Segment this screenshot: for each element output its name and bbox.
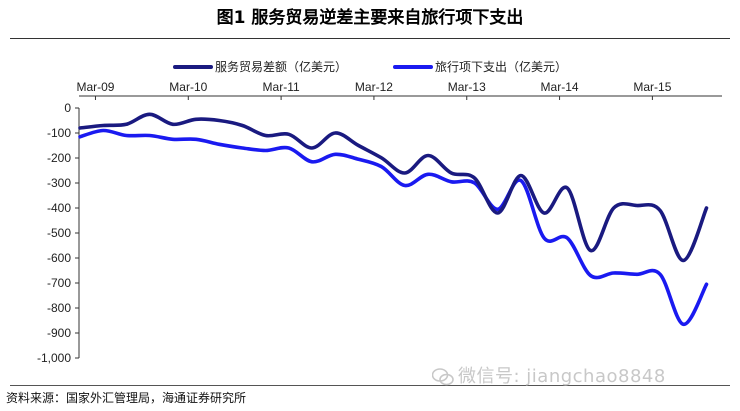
y-tick-label: -200	[47, 151, 71, 165]
x-tick-label: Mar-15	[633, 80, 671, 94]
y-tick-label: -800	[47, 301, 71, 315]
chart-series	[78, 112, 709, 327]
chart-legend: 服务贸易差额（亿美元） 旅行项下支出（亿美元）	[173, 59, 567, 74]
y-tick-label: -300	[47, 176, 71, 190]
y-tick-label: -500	[47, 226, 71, 240]
legend-label-2: 旅行项下支出（亿美元）	[435, 59, 567, 74]
y-tick-label: -700	[47, 276, 71, 290]
wechat-icon	[432, 368, 454, 386]
y-tick-label: -900	[47, 326, 71, 340]
chart-axes: 0 -100 -200 -300 -400 -500 -600 -700 -800 -900 -1,…	[37, 80, 722, 365]
x-tick-label: Mar-09	[76, 80, 114, 94]
x-tick-label: Mar-14	[541, 80, 579, 94]
figure-title: 图1 服务贸易逆差主要来自旅行项下支出	[216, 8, 524, 28]
watermark: 微信号: jiangchao8848	[432, 362, 666, 388]
series-line-1	[78, 112, 709, 263]
source-note: 资料来源：国家外汇管理局，海通证券研究所	[6, 391, 247, 405]
y-tick-label: -100	[47, 126, 71, 140]
x-tick-label: Mar-11	[263, 80, 300, 94]
title-divider	[10, 38, 730, 39]
watermark-text: 微信号: jiangchao8848	[458, 366, 666, 387]
x-tick-label: Mar-12	[355, 80, 393, 94]
bottom-divider	[10, 385, 730, 386]
y-tick-label: -600	[47, 251, 71, 265]
x-tick-label: Mar-13	[448, 80, 486, 94]
x-tick-label: Mar-10	[169, 80, 207, 94]
legend-label-1: 服务贸易差额（亿美元）	[215, 59, 347, 74]
y-tick-label: 0	[64, 101, 71, 115]
y-tick-label: -1,000	[37, 351, 71, 365]
series-line-2	[78, 128, 709, 327]
y-tick-label: -400	[47, 201, 71, 215]
